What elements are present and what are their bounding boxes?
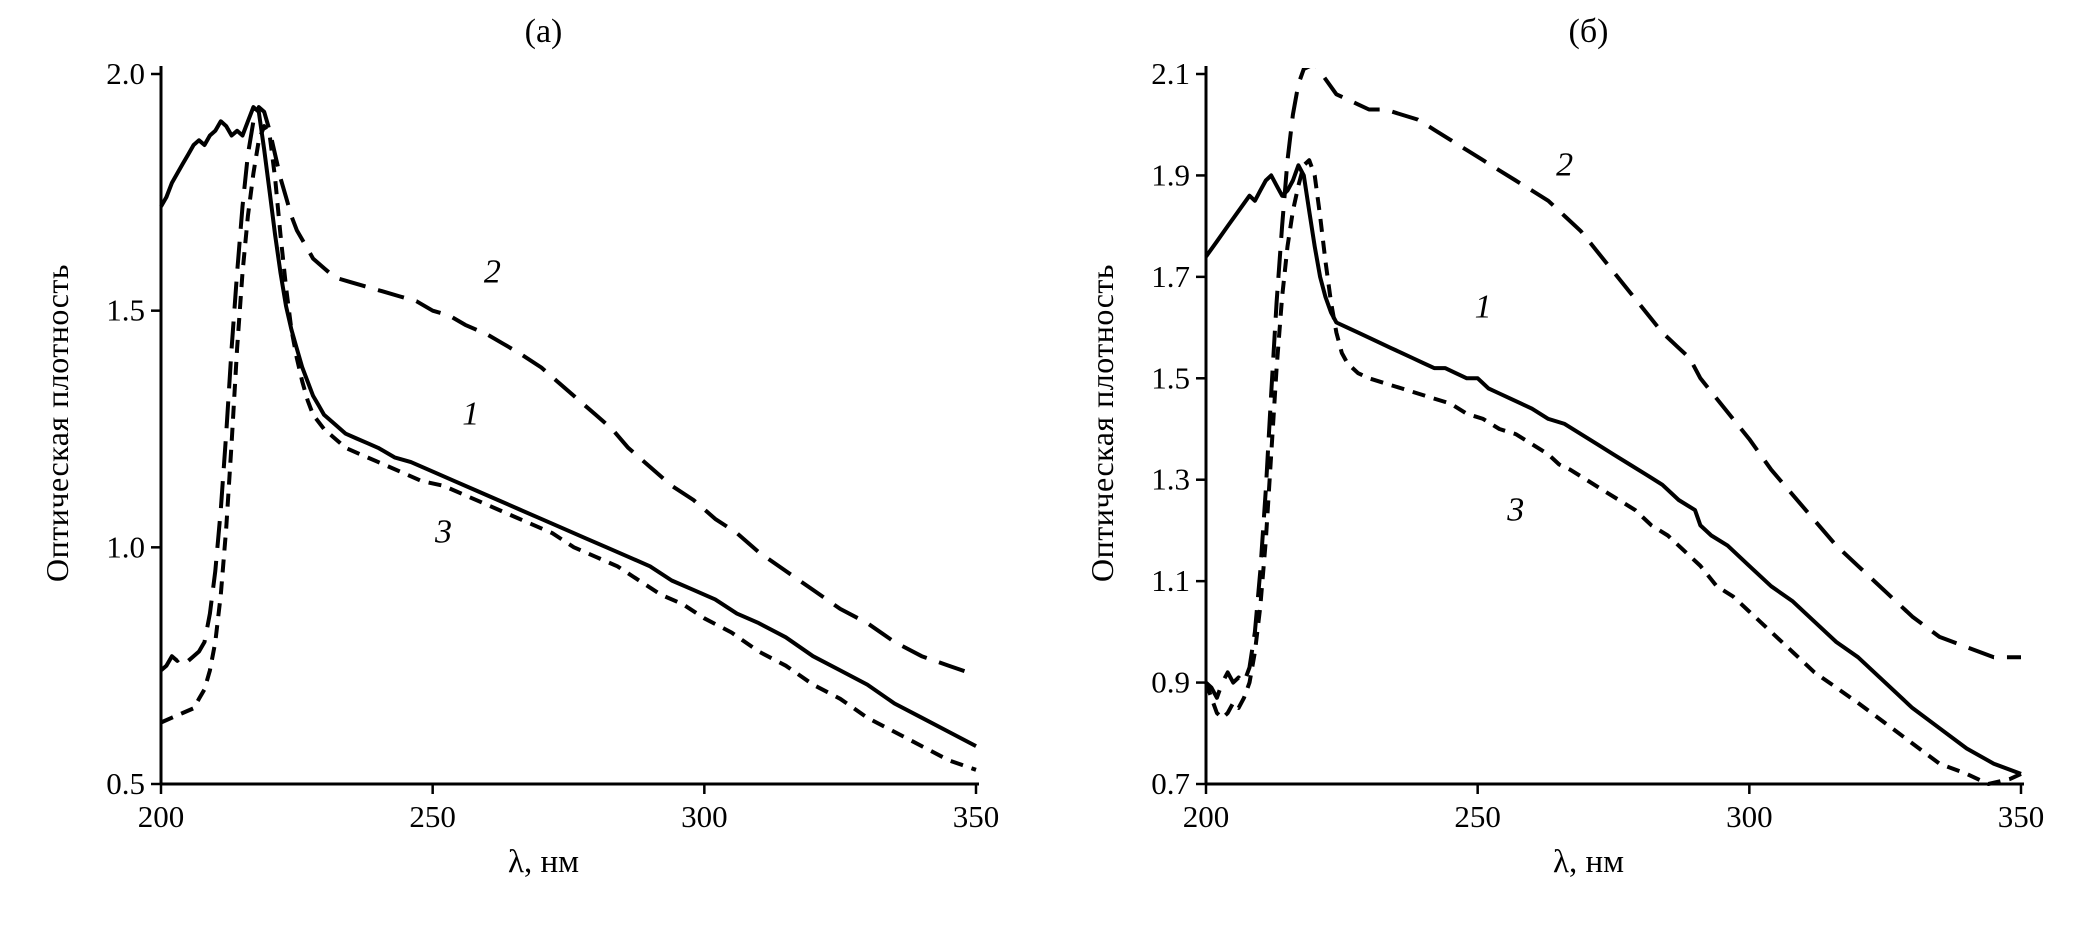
x-tick-label: 350 <box>1998 799 2045 834</box>
series-curve-3 <box>1204 158 2022 786</box>
series-curve-1 <box>1204 163 2022 776</box>
series-curve-1 <box>159 105 977 748</box>
series-label-1: 1 <box>462 395 479 432</box>
y-axis-label: Оптическая плотность <box>1083 264 1120 582</box>
chart-panel-b: (б) Оптическая плотность 200 250 300 350 0.7… <box>1073 10 2046 894</box>
spectra-plot: 200 250 300 350 0.5 1.0 1.5 2.0 1 2 3 <box>106 56 1000 834</box>
series-curve-2 <box>1204 68 2021 700</box>
series-curve-2 <box>159 105 977 677</box>
chart-panel-a: (а) Оптическая плотность 200 250 300 350 0.5… <box>28 10 1001 894</box>
series-curve-3 <box>160 124 977 772</box>
y-tick-label: 1.7 <box>1151 259 1190 294</box>
x-axis-label: λ, нм <box>1552 844 1625 880</box>
series-label-2: 2 <box>484 253 501 290</box>
x-tick-label: 200 <box>138 799 185 834</box>
y-tick-label: 2.1 <box>1151 56 1190 91</box>
x-tick-label: 300 <box>681 799 728 834</box>
figure-container: (а) Оптическая плотность 200 250 300 350 0.5… <box>28 10 2046 894</box>
y-tick-label: 1.5 <box>106 293 145 328</box>
y-tick-label: 1.5 <box>1151 360 1190 395</box>
y-tick-label: 1.1 <box>1151 563 1190 598</box>
x-axis-label: λ, нм <box>507 844 580 880</box>
y-axis-label-wrap: Оптическая плотность <box>28 56 86 836</box>
y-tick-label: 1.3 <box>1151 462 1190 497</box>
x-tick-label: 300 <box>1726 799 1773 834</box>
panel-title: (а) <box>524 13 563 50</box>
y-tick-label: 0.9 <box>1151 665 1190 700</box>
series-label-2: 2 <box>1556 146 1573 183</box>
series-label-3: 3 <box>434 514 452 551</box>
y-tick-label: 0.7 <box>1151 766 1190 801</box>
y-tick-label: 1.9 <box>1151 157 1190 192</box>
x-tick-label: 250 <box>409 799 456 834</box>
y-axis-label: Оптическая плотность <box>38 264 75 582</box>
y-tick-label: 1.0 <box>106 529 145 564</box>
x-tick-label: 350 <box>953 799 1000 834</box>
series-label-3: 3 <box>1506 491 1524 528</box>
x-tick-label: 200 <box>1183 799 1230 834</box>
x-tick-label: 250 <box>1454 799 1501 834</box>
y-tick-label: 2.0 <box>106 56 145 91</box>
series-label-1: 1 <box>1475 288 1492 325</box>
y-tick-label: 0.5 <box>106 766 145 801</box>
panel-title: (б) <box>1568 13 1609 50</box>
spectra-plot: 200 250 300 350 0.7 0.9 1.1 1.3 1.5 1.7 1.9 2.1 1 2 3 <box>1151 56 2045 834</box>
y-axis-label-wrap: Оптическая плотность <box>1073 56 1131 836</box>
